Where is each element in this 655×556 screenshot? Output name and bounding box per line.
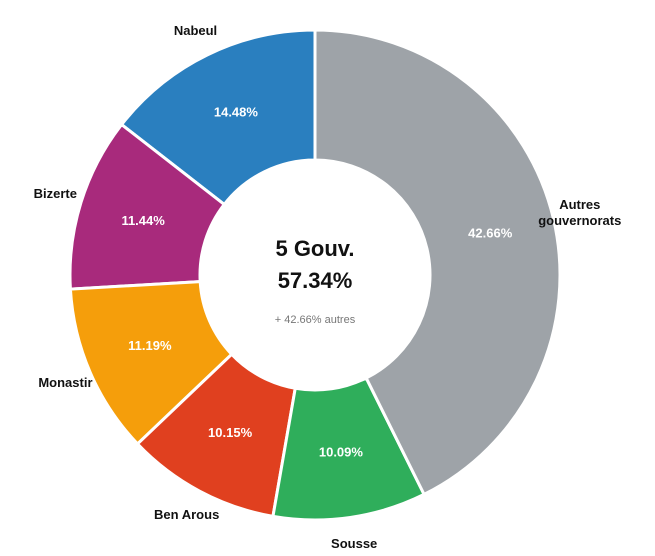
category-label: Ben Arous: [154, 506, 220, 522]
category-label: Nabeul: [173, 22, 218, 38]
slice: [135, 352, 298, 519]
slice: [68, 280, 234, 447]
slice: [68, 122, 227, 291]
value-label: 11.44%: [121, 213, 165, 228]
center-value: 57.34%: [278, 268, 353, 293]
value-label: 10.15%: [208, 425, 253, 440]
value-label: 14.48%: [214, 105, 259, 120]
value-label: 10.09%: [319, 445, 364, 460]
category-label: Monastir: [38, 375, 93, 391]
slice: [271, 375, 427, 522]
value-label: 42.66%: [468, 225, 513, 240]
category-label: Autres gouvernorats: [538, 196, 622, 228]
value-label: 11.19%: [128, 338, 172, 353]
category-label: Bizerte: [33, 186, 77, 202]
center-note: + 42.66% autres: [275, 314, 356, 326]
slice: [313, 28, 562, 497]
center-title: 5 Gouv.: [275, 236, 354, 261]
category-label: Sousse: [331, 536, 378, 552]
